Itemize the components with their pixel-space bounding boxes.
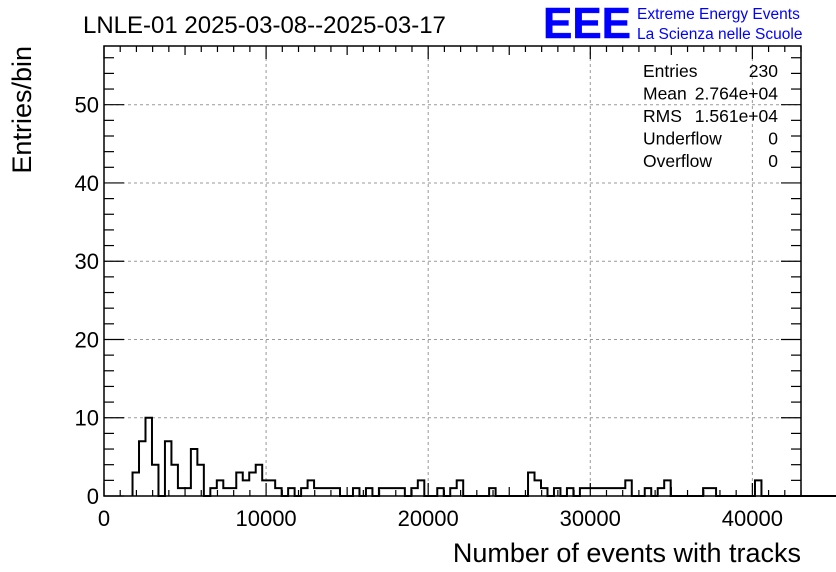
stats-label: Overflow	[643, 151, 712, 171]
x-tick-label: 40000	[722, 506, 783, 531]
eee-logo: EEE Extreme Energy Events La Scienza nel…	[543, 0, 803, 48]
x-tick-label: 30000	[560, 506, 621, 531]
stats-label: Entries	[643, 61, 698, 81]
x-axis-title: Number of events with tracks	[453, 538, 801, 568]
x-tick-label: 10000	[235, 506, 296, 531]
eee-logo-mark: EEE	[543, 0, 631, 48]
eee-logo-line2: La Scienza nelle Scuole	[637, 26, 802, 43]
y-tick-label: 40	[75, 171, 99, 196]
grid-lines	[104, 46, 801, 496]
chart-title: LNLE-01 2025-03-08--2025-03-17	[83, 12, 446, 39]
stats-value: 230	[749, 61, 778, 81]
y-tick-label: 50	[75, 93, 99, 118]
y-axis-title: Entries/bin	[7, 46, 37, 174]
stats-value: 2.764e+04	[695, 84, 778, 104]
eee-logo-line1: Extreme Energy Events	[637, 6, 800, 23]
y-tick-label: 10	[75, 406, 99, 431]
stats-label: RMS	[643, 106, 682, 126]
stats-value: 0	[768, 129, 778, 149]
y-tick-label: 30	[75, 249, 99, 274]
plot-frame	[103, 45, 802, 497]
y-axis: 0 10 20 30 40 50	[75, 57, 801, 509]
x-axis: 0 10000 20000 30000 40000	[98, 46, 802, 531]
y-tick-label: 20	[75, 327, 99, 352]
stats-box: Entries 230 Mean 2.764e+04 RMS 1.561e+04 Under…	[643, 61, 778, 171]
stats-value: 0	[768, 151, 778, 171]
stats-value: 1.561e+04	[695, 106, 778, 126]
x-tick-label: 0	[98, 506, 110, 531]
stats-label: Underflow	[643, 129, 722, 149]
y-tick-label: 0	[87, 484, 99, 509]
stats-label: Mean	[643, 84, 687, 104]
x-tick-label: 20000	[398, 506, 459, 531]
